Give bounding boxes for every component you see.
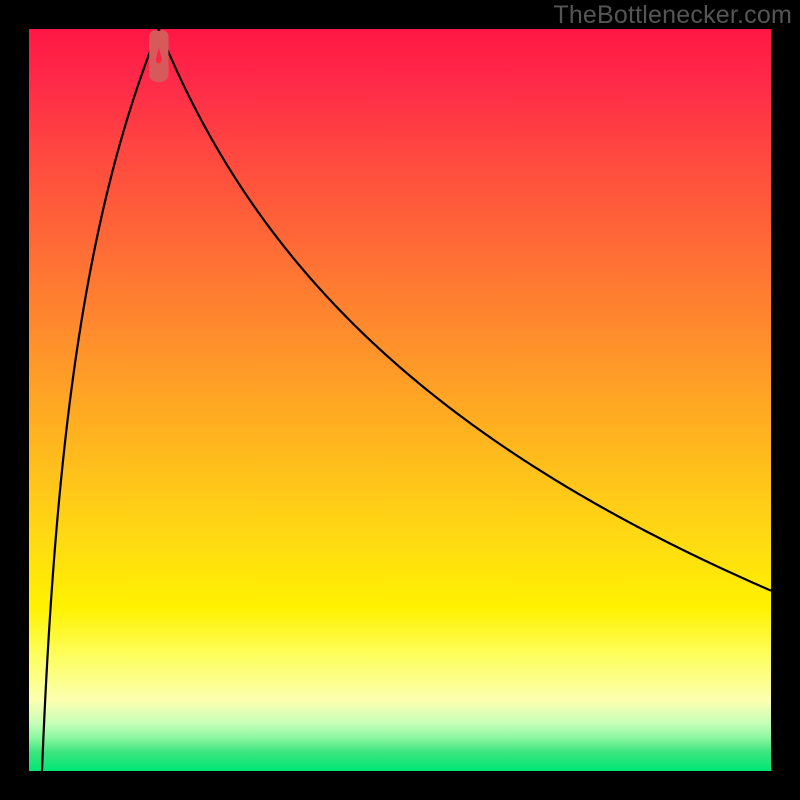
chart-frame: TheBottlenecker.com xyxy=(0,0,800,800)
chart-svg xyxy=(0,0,800,800)
watermark-text: TheBottlenecker.com xyxy=(553,1,792,30)
plot-background xyxy=(29,29,771,771)
